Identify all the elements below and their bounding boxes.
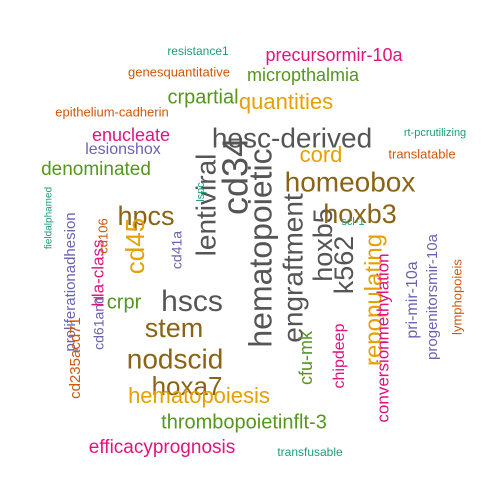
word-resistance1: resistance1 xyxy=(167,44,229,58)
word-proliferationadhesion: proliferationadhesion xyxy=(62,212,79,351)
word-repopulating: repopulating xyxy=(360,234,387,366)
word-lentiviral: lentiviral xyxy=(190,154,221,257)
word-denominated: denominated xyxy=(41,159,151,180)
word-genesquantitative: genesquantitative xyxy=(128,64,230,79)
word-hoxb3: hoxb3 xyxy=(323,199,397,229)
word-cd235acd71: cd235acd71 xyxy=(67,317,84,399)
word-cd41a: cd41a xyxy=(169,231,185,269)
word-nodscid: nodscid xyxy=(127,343,224,374)
word-lymphopoieis: lymphopoieis xyxy=(449,259,464,335)
word-epithelium-cadherin: epithelium-cadherin xyxy=(55,104,168,119)
word-cfu-mk: cfu-mk xyxy=(296,330,316,385)
word-crpr: crpr xyxy=(107,291,142,313)
word-micropthalmia: micropthalmia xyxy=(247,65,360,85)
word-scl-1: scl-1 xyxy=(341,216,364,228)
word-cd106: cd106 xyxy=(95,218,110,253)
word-cd34: cd34 xyxy=(215,137,256,215)
word-thrombopoietinflt-3: thrombopoietinflt-3 xyxy=(161,411,327,433)
word-translatable: translatable xyxy=(388,146,455,161)
word-k562: k562 xyxy=(329,236,359,295)
word-hpcs: hpcs xyxy=(117,201,174,231)
word-crpartial: crpartial xyxy=(167,86,238,108)
word-stem: stem xyxy=(145,313,204,343)
word-engraftment: engraftment xyxy=(277,193,308,343)
word-lesionshox: lesionshox xyxy=(85,141,161,158)
word-hematopoiesis: hematopoiesis xyxy=(128,383,270,408)
word-hla-class: hla-class xyxy=(88,239,107,306)
word-cd61and: cd61and xyxy=(91,296,107,350)
word-pri-mir-10a: pri-mir-10a xyxy=(404,261,421,338)
word-quantities: quantities xyxy=(239,89,333,114)
word-lspc: lspc xyxy=(195,182,207,202)
word-hematopoietic: hematopoietic xyxy=(242,148,278,347)
word-precursormir-10a: precursormir-10a xyxy=(265,45,403,65)
word-conversionmethylation: conversionmethylation xyxy=(373,253,392,422)
word-hoxa7: hoxa7 xyxy=(152,371,223,401)
word-cd45: cd45 xyxy=(120,218,150,274)
word-transfusable: transfusable xyxy=(277,445,343,459)
word-chipdeep: chipdeep xyxy=(331,323,348,388)
word-enucleate: enucleate xyxy=(92,125,170,145)
word-hoxb5: hoxb5 xyxy=(308,208,338,282)
word-progenitorsmir-10a: progenitorsmir-10a xyxy=(424,233,441,360)
word-fieldalphamed: fieldalphamed xyxy=(44,187,55,249)
word-cord: cord xyxy=(300,142,343,167)
word-hscs: hscs xyxy=(161,285,223,318)
word-rt-pcrutilizing: rt-pcrutilizing xyxy=(404,127,466,139)
word-hesc-derived: hesc-derived xyxy=(212,122,372,153)
word-homeobox: homeobox xyxy=(285,166,416,197)
word-efficacyprognosis: efficacyprognosis xyxy=(89,437,235,458)
